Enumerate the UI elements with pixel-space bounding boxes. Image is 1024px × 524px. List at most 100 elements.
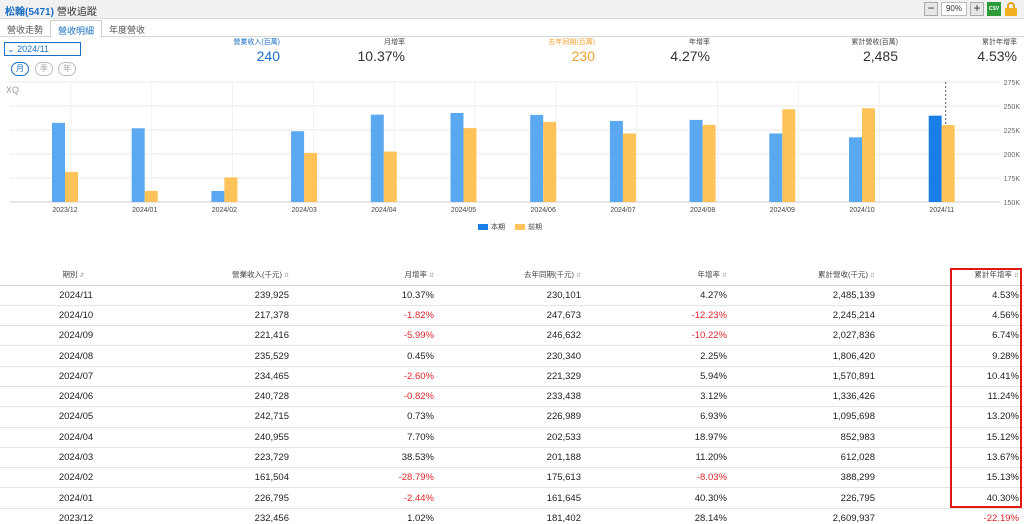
- bar-previous[interactable]: [862, 108, 875, 202]
- cell-period: 2024/01: [0, 487, 152, 509]
- cell-cumulative: 1,570,891: [732, 366, 880, 387]
- table-row[interactable]: 2024/04 240,955 7.70% 202,533 18.97% 852,983 1…: [0, 427, 1024, 448]
- y-tick-label: 175K: [1004, 176, 1021, 183]
- table-row[interactable]: 2024/10 217,378 -1.82% 247,673 -12.23% 2,245,…: [0, 305, 1024, 327]
- legend-item-current[interactable]: 本期: [478, 222, 505, 232]
- cell-cumulative-yoy: -22.19%: [880, 508, 1024, 524]
- bar-current[interactable]: [609, 120, 623, 202]
- x-tick-label: 2024/06: [531, 207, 556, 214]
- cell-mom: -0.82%: [294, 386, 439, 408]
- y-tick-label: 200K: [1004, 152, 1021, 159]
- zoom-out-button[interactable]: −: [924, 2, 938, 16]
- table-row[interactable]: 2024/06 240,728 -0.82% 233,438 3.12% 1,336,42…: [0, 386, 1024, 408]
- bar-current[interactable]: [928, 115, 942, 202]
- tab-revenue-detail[interactable]: 營收明細: [50, 20, 103, 38]
- cell-cumulative: 2,485,139: [732, 285, 880, 306]
- period-year-button[interactable]: 年: [58, 62, 76, 76]
- bar-previous[interactable]: [383, 151, 397, 202]
- sort-icon[interactable]: ⇵: [79, 273, 85, 280]
- sort-icon[interactable]: ⇵: [869, 273, 875, 280]
- bar-current[interactable]: [291, 131, 305, 202]
- cell-revenue: 239,925: [152, 285, 294, 306]
- cell-revenue: 217,378: [152, 305, 294, 327]
- bar-current[interactable]: [370, 114, 384, 202]
- cell-mom: -2.44%: [294, 487, 439, 509]
- x-tick-label: 2024/07: [610, 207, 635, 214]
- table-row[interactable]: 2024/03 223,729 38.53% 201,188 11.20% 612,028…: [0, 447, 1024, 469]
- table-row[interactable]: 2024/01 226,795 -2.44% 161,645 40.30% 226,795…: [0, 487, 1024, 509]
- table-row[interactable]: 2024/07 234,465 -2.60% 221,329 5.94% 1,570,89…: [0, 366, 1024, 387]
- cell-period: 2024/02: [0, 467, 152, 489]
- bar-previous[interactable]: [463, 128, 477, 202]
- cell-cumulative-yoy: 4.56%: [880, 305, 1024, 327]
- cell-mom: 38.53%: [294, 447, 439, 469]
- cell-period: 2024/10: [0, 305, 152, 327]
- tab-bar: 營收走勢 營收明細 年度營收: [0, 20, 1024, 38]
- table-row[interactable]: 2024/05 242,715 0.73% 226,989 6.93% 1,095,698…: [0, 406, 1024, 428]
- bar-previous[interactable]: [941, 125, 955, 202]
- column-header-last-year[interactable]: 去年同期(千元) ⇵: [439, 265, 586, 286]
- tab-annual-revenue[interactable]: 年度營收: [109, 25, 146, 35]
- period-month-button[interactable]: 月: [11, 62, 29, 76]
- cell-mom: 0.45%: [294, 345, 439, 367]
- bar-current[interactable]: [530, 114, 544, 202]
- bar-current[interactable]: [450, 112, 464, 202]
- bar-current[interactable]: [211, 190, 225, 202]
- table-row[interactable]: 2023/12 232,456 1.02% 181,402 28.14% 2,609,93…: [0, 508, 1024, 524]
- cell-cumulative: 2,609,937: [732, 508, 880, 524]
- cell-mom: 0.73%: [294, 406, 439, 428]
- bar-previous[interactable]: [224, 177, 238, 202]
- bar-previous[interactable]: [702, 124, 716, 202]
- bar-previous[interactable]: [65, 171, 78, 202]
- column-header-yoy[interactable]: 年增率 ⇵: [586, 265, 732, 286]
- table-row[interactable]: 2024/11 239,925 10.37% 230,101 4.27% 2,485,13…: [0, 285, 1024, 306]
- cell-cumulative-yoy: 4.53%: [880, 285, 1024, 306]
- sort-icon[interactable]: ⇵: [575, 273, 581, 280]
- column-header-mom[interactable]: 月增率 ⇵: [294, 265, 439, 286]
- period-quarter-button[interactable]: 季: [35, 62, 53, 76]
- cell-last-year: 226,989: [439, 406, 586, 428]
- cell-revenue: 223,729: [152, 447, 294, 469]
- table-row[interactable]: 2024/02 161,504 -28.79% 175,613 -8.03% 388,29…: [0, 467, 1024, 489]
- table-row[interactable]: 2024/09 221,416 -5.99% 246,632 -10.22% 2,027,…: [0, 325, 1024, 347]
- sort-icon[interactable]: ⇵: [1013, 273, 1019, 280]
- column-header-cumulative[interactable]: 累計營收(千元) ⇵: [732, 265, 880, 286]
- bar-previous[interactable]: [543, 121, 557, 202]
- y-tick-label: 150K: [1004, 200, 1021, 207]
- bar-current[interactable]: [689, 119, 703, 202]
- column-header-cumulative-yoy[interactable]: 累計年增率 ⇵: [880, 265, 1024, 286]
- bar-previous[interactable]: [622, 133, 636, 202]
- kpi-last-year: 去年同期(百萬) 230: [475, 37, 595, 64]
- lock-icon[interactable]: [1004, 2, 1018, 16]
- bar-previous[interactable]: [144, 190, 158, 202]
- cell-cumulative: 612,028: [732, 447, 880, 469]
- cell-cumulative: 1,095,698: [732, 406, 880, 428]
- tab-revenue-trend[interactable]: 營收走勢: [7, 25, 44, 35]
- table-row[interactable]: 2024/08 235,529 0.45% 230,340 2.25% 1,806,420…: [0, 345, 1024, 367]
- kpi-yoy-label: 年增率: [689, 39, 710, 46]
- zoom-in-button[interactable]: +: [970, 2, 984, 16]
- csv-export-icon[interactable]: CSV: [987, 2, 1001, 16]
- cell-yoy: 5.94%: [586, 366, 732, 387]
- bar-previous[interactable]: [782, 109, 796, 202]
- sort-icon[interactable]: ⇵: [721, 273, 727, 280]
- column-header-label: 期別: [62, 270, 78, 280]
- kpi-mom-value: 10.37%: [357, 48, 405, 64]
- bar-current[interactable]: [769, 133, 783, 202]
- column-header-period[interactable]: 期別 ⇵: [0, 265, 152, 286]
- kpi-cumulative: 累計營收(百萬) 2,485: [778, 37, 898, 64]
- bar-previous[interactable]: [304, 152, 318, 202]
- bar-current[interactable]: [131, 128, 145, 202]
- bar-current[interactable]: [52, 122, 65, 202]
- column-header-revenue[interactable]: 營業收入(千元) ⇵: [152, 265, 294, 286]
- legend-item-previous[interactable]: 前期: [515, 222, 542, 232]
- bar-current[interactable]: [849, 137, 862, 202]
- sort-icon[interactable]: ⇵: [428, 273, 434, 280]
- kpi-yoy-value: 4.27%: [670, 48, 710, 64]
- cell-revenue: 221,416: [152, 325, 294, 347]
- sort-icon[interactable]: ⇵: [283, 273, 289, 280]
- cell-cumulative: 852,983: [732, 427, 880, 448]
- cell-revenue: 235,529: [152, 345, 294, 367]
- date-select[interactable]: ⌄ 2024/11: [4, 42, 81, 56]
- cell-cumulative-yoy: 13.67%: [880, 447, 1024, 469]
